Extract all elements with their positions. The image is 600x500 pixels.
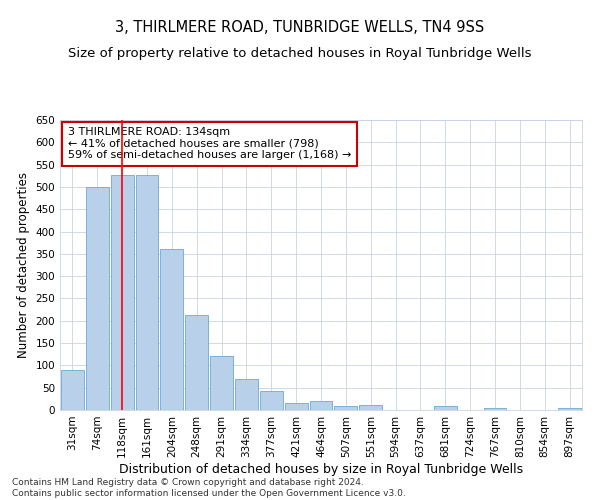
Bar [260, 392, 283, 410]
Text: Size of property relative to detached houses in Royal Tunbridge Wells: Size of property relative to detached ho… [68, 48, 532, 60]
Text: Contains HM Land Registry data © Crown copyright and database right 2024.
Contai: Contains HM Land Registry data © Crown c… [12, 478, 406, 498]
Bar [484, 408, 506, 410]
Bar [160, 250, 183, 410]
Bar [210, 356, 233, 410]
Bar [434, 406, 457, 410]
Bar [558, 408, 581, 410]
Y-axis label: Number of detached properties: Number of detached properties [17, 172, 30, 358]
Bar [310, 401, 332, 410]
Bar [334, 406, 357, 410]
Bar [185, 315, 208, 410]
Bar [111, 175, 134, 410]
Bar [359, 405, 382, 410]
Bar [235, 379, 258, 410]
Text: 3, THIRLMERE ROAD, TUNBRIDGE WELLS, TN4 9SS: 3, THIRLMERE ROAD, TUNBRIDGE WELLS, TN4 … [115, 20, 485, 35]
Bar [61, 370, 84, 410]
Bar [86, 187, 109, 410]
Text: 3 THIRLMERE ROAD: 134sqm
← 41% of detached houses are smaller (798)
59% of semi-: 3 THIRLMERE ROAD: 134sqm ← 41% of detach… [68, 127, 351, 160]
X-axis label: Distribution of detached houses by size in Royal Tunbridge Wells: Distribution of detached houses by size … [119, 462, 523, 475]
Bar [285, 404, 308, 410]
Bar [136, 175, 158, 410]
